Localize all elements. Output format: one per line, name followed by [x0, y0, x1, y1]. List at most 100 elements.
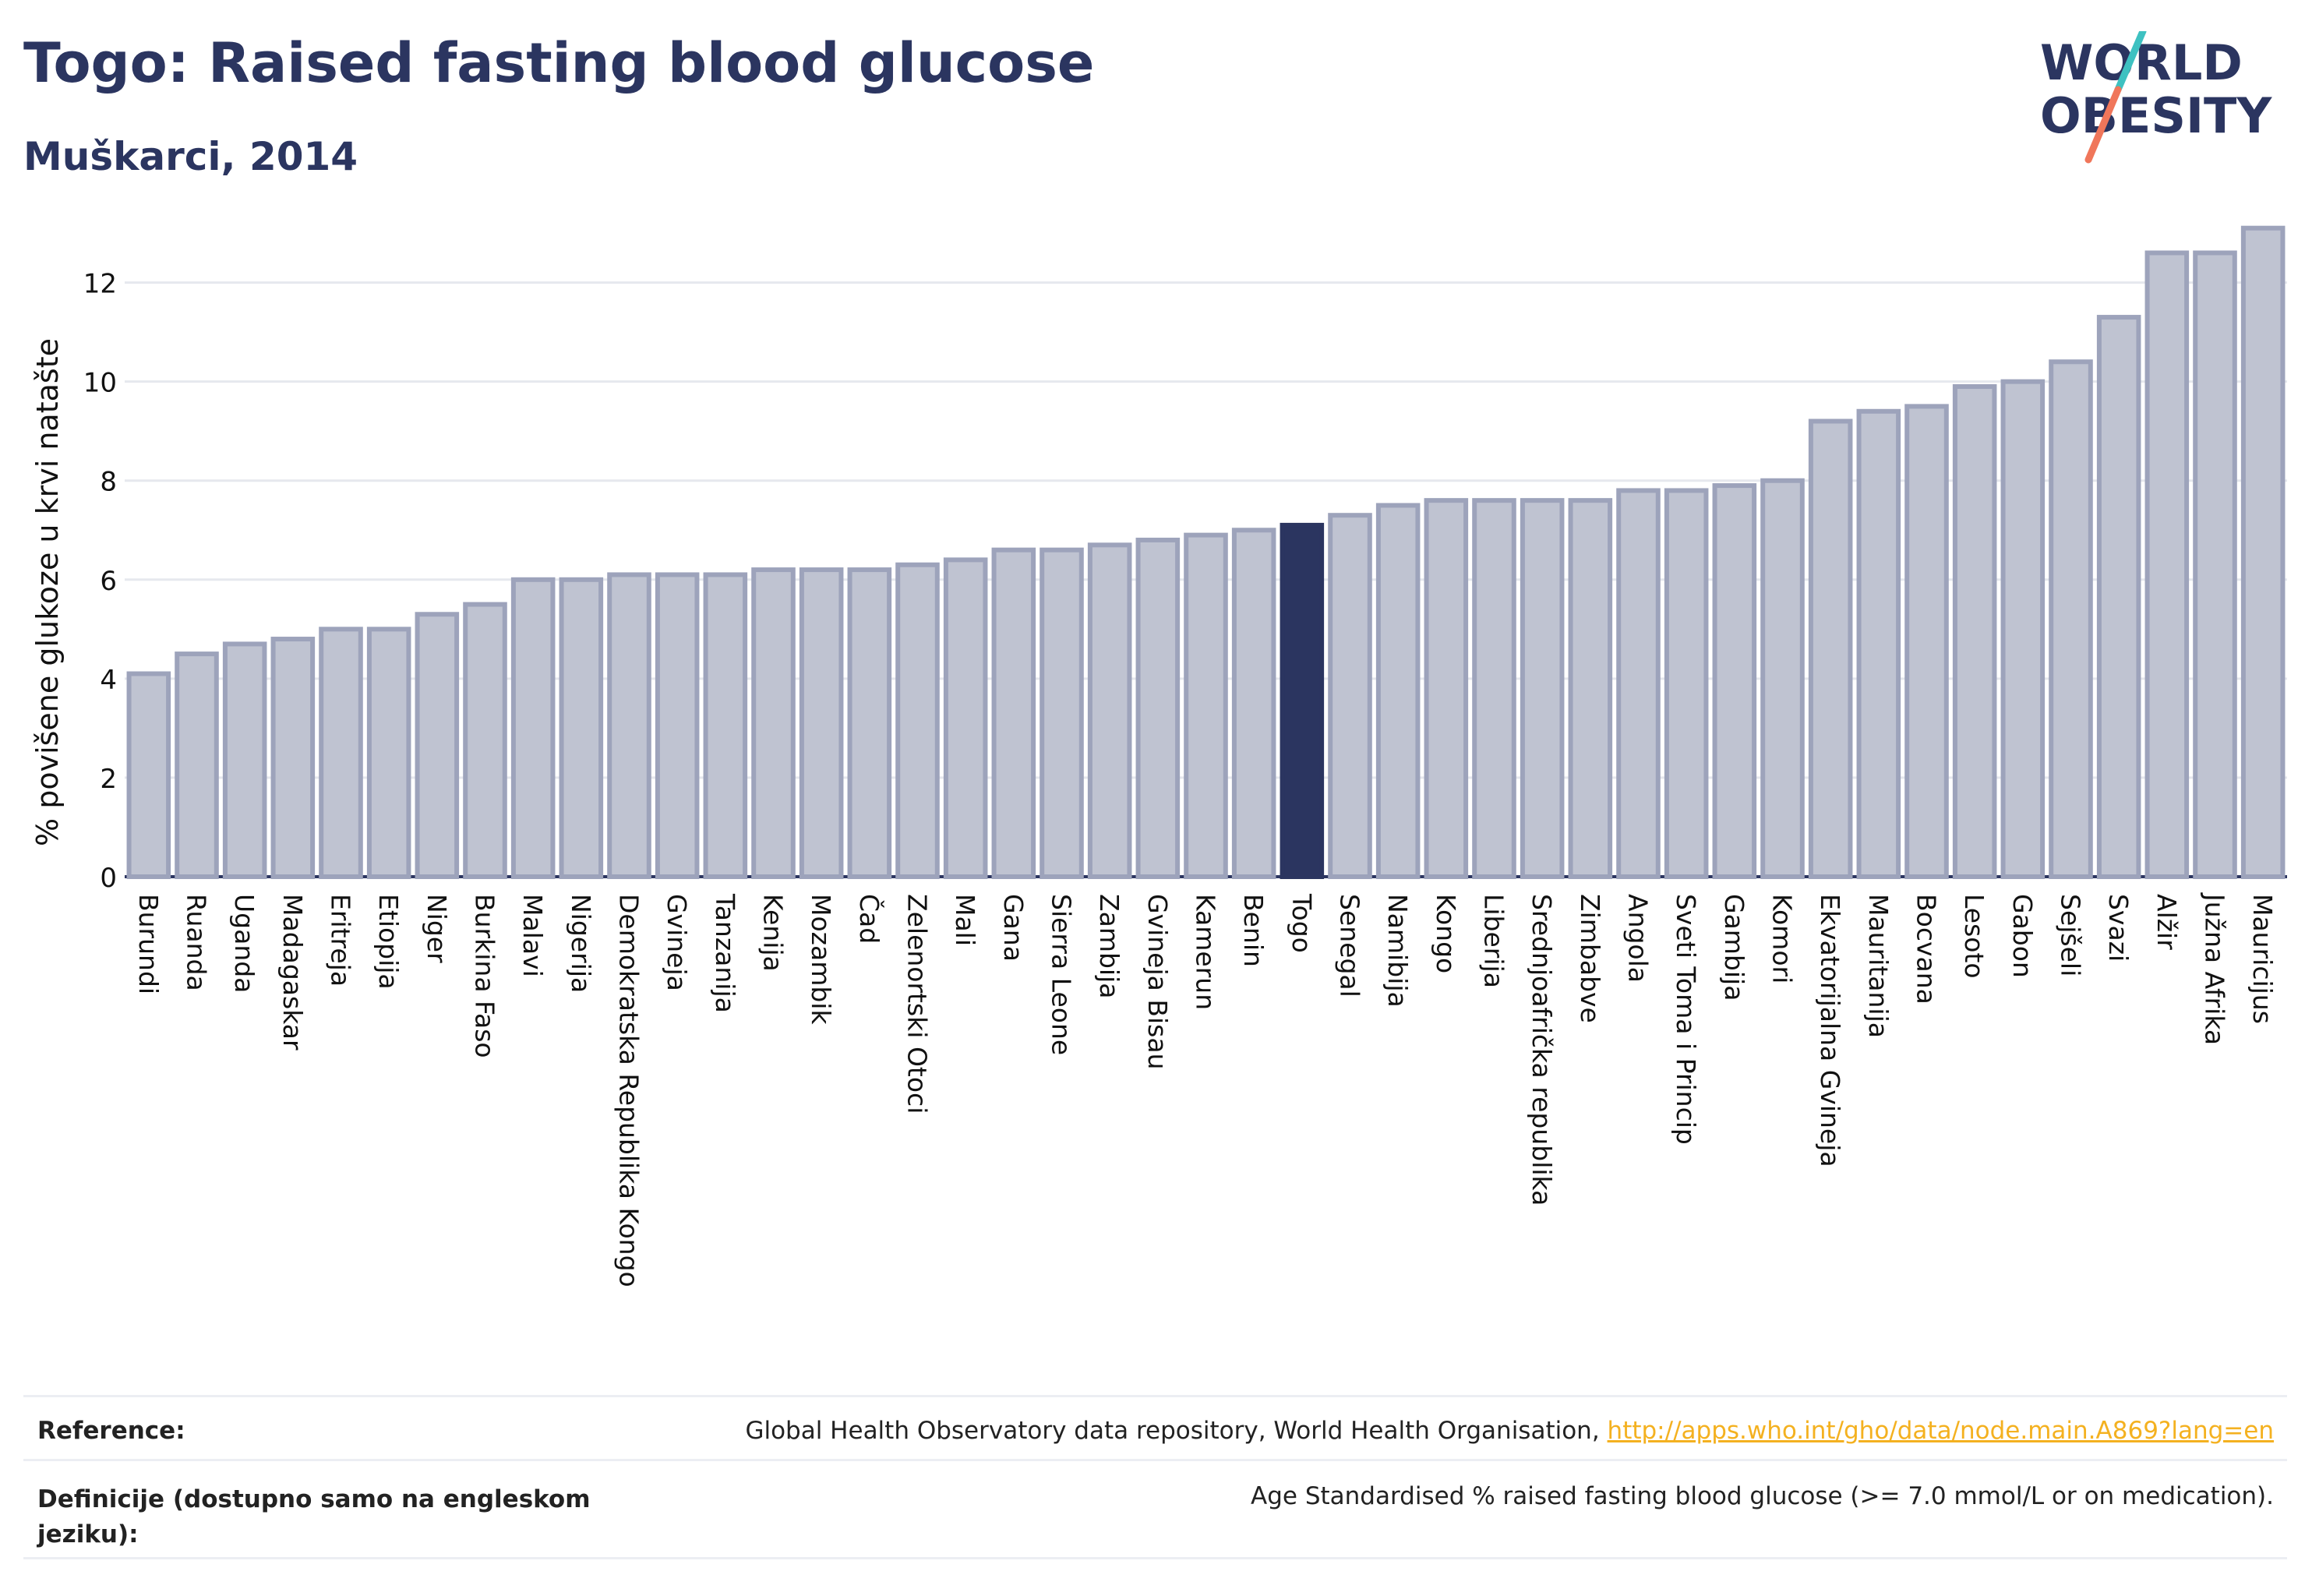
x-tick-label: Malavi	[517, 894, 548, 977]
reference-link[interactable]: http://apps.who.int/gho/data/node.main.A…	[1607, 1417, 2274, 1445]
x-tick-label: Namibija	[1382, 894, 1413, 1008]
bar-gvineja[interactable]	[655, 572, 700, 879]
bar-lesoto[interactable]	[1952, 384, 1997, 880]
world-obesity-logo: WORLD OBESITY	[2040, 31, 2272, 164]
x-tick-label: Niger	[422, 894, 452, 963]
bar-togo[interactable]	[1280, 522, 1325, 880]
x-tick-label: Burundi	[133, 894, 164, 994]
bar-demokratska-republika-kongo[interactable]	[607, 572, 651, 879]
x-tick-label: Gana	[998, 894, 1029, 962]
bar-srednjoafri-ka-republika[interactable]	[1520, 498, 1565, 880]
bar-gana[interactable]	[991, 547, 1036, 879]
x-tick-label: Sveti Toma i Princip	[1671, 894, 1701, 1145]
x-tick-label: Gvineja Bisau	[1142, 894, 1173, 1070]
x-tick-label: Ekvatorijalna Gvineja	[1815, 894, 1845, 1167]
x-tick-label: Mauritanija	[1863, 894, 1894, 1038]
bar-eritreja[interactable]	[319, 627, 363, 879]
bar-burkina-faso[interactable]	[463, 602, 507, 879]
x-tick-label: Lesoto	[1959, 894, 1989, 979]
bar-etiopija[interactable]	[366, 627, 411, 879]
reference-text: Global Health Observatory data repositor…	[745, 1417, 1608, 1445]
x-tick-label: Kenija	[758, 894, 789, 972]
x-tick-label: Senegal	[1335, 894, 1365, 998]
x-tick-label: Eritreja	[326, 894, 356, 987]
bar-niger[interactable]	[415, 612, 460, 879]
x-tick-label: Zimbabve	[1575, 894, 1605, 1023]
x-tick-label: Demokratska Republika Kongo	[614, 894, 644, 1287]
bar-gabon[interactable]	[2000, 379, 2046, 879]
bar-ruanda[interactable]	[175, 651, 219, 879]
logo-slash-coral	[2084, 86, 2122, 164]
x-tick-label: Sierra Leone	[1047, 894, 1077, 1055]
logo-slash-teal	[2114, 31, 2147, 94]
bar-chart: 0 2 4 6 8 10 12 Burundi Ruanda Uganda Madagaskar E…	[30, 225, 2287, 1287]
definition-label: Definicije (dostupno samo na engleskom j…	[37, 1485, 591, 1548]
bar-gvineja-bisau[interactable]	[1135, 537, 1181, 879]
x-tick-label: Gabon	[2007, 894, 2038, 978]
bar-sierra-leone[interactable]	[1040, 547, 1084, 879]
y-tick-label: 2	[100, 764, 117, 795]
x-tick-label: Mauricijus	[2247, 894, 2278, 1024]
bar-ju-na-afrika[interactable]	[2193, 250, 2237, 879]
bar-tanzanija[interactable]	[703, 572, 748, 879]
x-tick-label: Alžir	[2151, 894, 2182, 950]
bar-uganda[interactable]	[222, 641, 267, 879]
bar-kenija[interactable]	[751, 567, 796, 879]
bar-al-ir[interactable]	[2144, 250, 2190, 879]
bar-gambija[interactable]	[1712, 483, 1757, 879]
bar-burundi[interactable]	[126, 671, 171, 879]
reference-value: Global Health Observatory data repositor…	[745, 1417, 2274, 1445]
bar-svazi[interactable]	[2096, 315, 2141, 879]
x-tick-label: Južna Afrika	[2200, 892, 2230, 1045]
bar-malavi[interactable]	[510, 577, 556, 879]
y-tick-label: 10	[83, 368, 117, 399]
bar-nigerija[interactable]	[559, 577, 604, 879]
bar-mauritanija[interactable]	[1856, 408, 1901, 879]
bar-mauricijus[interactable]	[2240, 225, 2286, 879]
x-tick-label: Madagaskar	[277, 894, 308, 1050]
y-axis-label: % povišene glukoze u krvi natašte	[30, 338, 65, 846]
x-tick-label: Čad	[854, 894, 885, 944]
x-tick-label: Angola	[1623, 894, 1654, 983]
x-tick-label: Liberija	[1479, 894, 1509, 988]
footer-divider-middle	[23, 1459, 2287, 1461]
bar-senegal[interactable]	[1328, 513, 1372, 879]
bar-zimbabve[interactable]	[1568, 498, 1613, 880]
bar-kongo[interactable]	[1424, 498, 1469, 880]
bar-namibija[interactable]	[1375, 503, 1421, 879]
bar-liberija[interactable]	[1472, 498, 1516, 880]
bar-zelenortski-otoci[interactable]	[895, 562, 940, 879]
bar-komori[interactable]	[1760, 478, 1805, 879]
bar-zambija[interactable]	[1087, 542, 1132, 879]
x-tick-label: Togo	[1287, 893, 1317, 953]
x-tick-label: Sejšeli	[2056, 894, 2086, 976]
y-tick-label: 4	[100, 665, 117, 696]
bar-angola[interactable]	[1616, 488, 1661, 879]
bar-ekvatorijalna-gvineja[interactable]	[1808, 418, 1853, 879]
bar-kamerun[interactable]	[1184, 532, 1228, 879]
bar--ad[interactable]	[847, 567, 892, 879]
x-tick-label: Zambija	[1094, 894, 1124, 998]
bar-sveti-toma-i-princip[interactable]	[1664, 488, 1709, 879]
x-tick-label: Zelenortski Otoci	[902, 894, 933, 1114]
x-tick-label: Benin	[1238, 894, 1269, 967]
bar-madagaskar[interactable]	[270, 637, 316, 879]
x-tick-label: Mozambik	[806, 894, 836, 1025]
bar-sej-eli[interactable]	[2049, 359, 2093, 879]
bar-bocvana[interactable]	[1904, 404, 1949, 879]
definition-value: Age Standardised % raised fasting blood …	[1251, 1482, 2274, 1510]
x-tick-label: Mali	[950, 894, 980, 946]
reference-label: Reference:	[37, 1417, 185, 1445]
x-tick-label: Komori	[1767, 894, 1798, 983]
bar-mozambik[interactable]	[799, 567, 844, 879]
y-tick-label: 12	[83, 269, 117, 300]
x-tick-label: Etiopija	[373, 894, 404, 990]
logo-line-2: OBESITY	[2040, 87, 2272, 144]
chart-subtitle: Muškarci, 2014	[23, 134, 358, 179]
x-tick-label: Tanzanija	[710, 893, 740, 1013]
bar-mali[interactable]	[943, 557, 988, 880]
chart-title: Togo: Raised fasting blood glucose	[23, 31, 1095, 95]
y-tick-label: 8	[100, 467, 117, 498]
bar-benin[interactable]	[1231, 528, 1276, 880]
x-tick-label: Gambija	[1719, 894, 1749, 1001]
